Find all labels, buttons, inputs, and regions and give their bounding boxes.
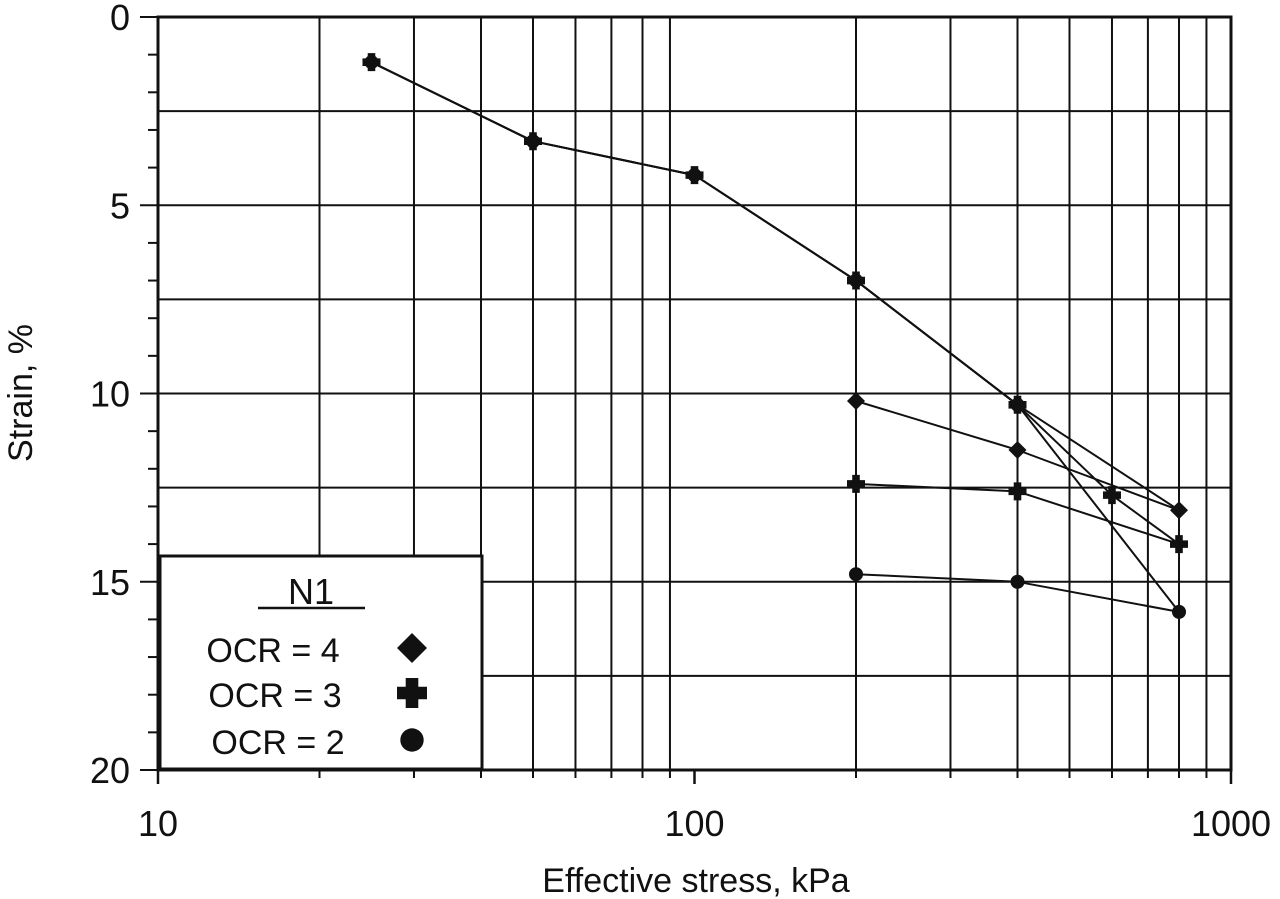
data-point [848, 567, 864, 582]
series-line [371, 61, 1180, 613]
x-axis-title: Effective stress, kPa [542, 862, 849, 899]
grid [158, 17, 1231, 770]
data-point [687, 168, 702, 183]
y-tick-label: 0 [110, 0, 130, 38]
series-layer [362, 53, 1189, 619]
data-point [848, 273, 864, 288]
y-tick-label: 15 [90, 562, 130, 603]
legend: N1 OCR = 4 OCR = 3 OCR = 2 [158, 554, 484, 771]
data-point [1102, 486, 1121, 505]
y-axis-title: Strain, % [2, 324, 40, 462]
legend-title: N1 [288, 571, 334, 612]
tick-marks [140, 16, 1233, 784]
x-tick-label: 1000 [1191, 803, 1271, 844]
x-tick-label: 10 [138, 803, 178, 844]
data-point [364, 55, 379, 70]
legend-marker-circle [400, 728, 424, 752]
legend-label-ocr4: OCR = 4 [206, 632, 339, 670]
series-line [371, 61, 1180, 546]
plot-frame [156, 15, 1233, 772]
data-point [1170, 535, 1189, 554]
tick-labels: 10 100 1000 0 5 10 15 20 [90, 0, 1271, 844]
legend-marker-plus [397, 678, 427, 708]
data-point [1170, 501, 1189, 520]
data-point [1010, 397, 1025, 412]
data-point [1008, 440, 1027, 459]
data-point [1010, 574, 1025, 589]
data-point [847, 392, 866, 411]
data-point [1008, 482, 1027, 501]
legend-markers [397, 633, 427, 752]
y-tick-label: 10 [90, 374, 130, 415]
data-point [847, 474, 866, 493]
x-tick-label: 100 [664, 803, 724, 844]
y-tick-label: 20 [90, 750, 130, 791]
legend-label-ocr2: OCR = 2 [211, 724, 344, 762]
y-tick-label: 5 [110, 185, 130, 226]
legend-box [158, 554, 484, 771]
data-point [1171, 604, 1187, 619]
series-circle [364, 55, 1187, 619]
data-point [525, 134, 541, 149]
series-plus [362, 53, 1189, 554]
legend-marker-diamond [397, 633, 427, 663]
legend-label-ocr3: OCR = 3 [208, 677, 341, 715]
